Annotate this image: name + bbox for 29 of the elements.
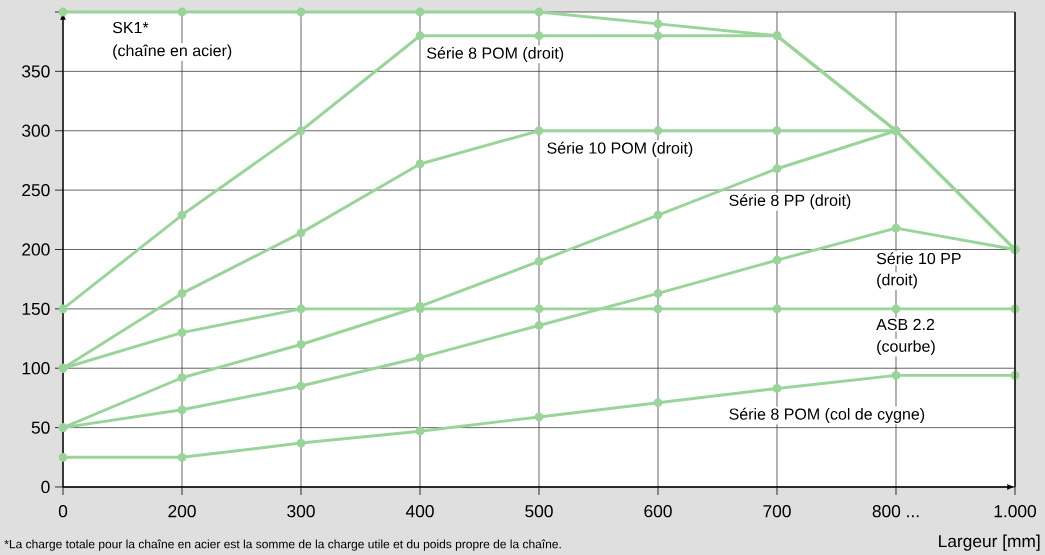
x-tick-label: 300 (287, 505, 315, 518)
annotation: (courbe) (877, 340, 935, 356)
y-tick-label: 0 (41, 480, 50, 494)
x-tick-label: 800 ... (872, 505, 919, 518)
x-tick-label: 0 (58, 505, 68, 518)
y-tick-label: 150 (22, 302, 50, 315)
annotation: Série 10 POM (droit) (547, 141, 693, 157)
y-tick-label: 300 (22, 124, 50, 137)
y-tick-label: 250 (22, 183, 50, 197)
annotation: (droit) (877, 273, 917, 289)
annotation: Série 8 POM (col de cygne) (729, 407, 925, 423)
annotation: Série 10 PP (876, 252, 961, 265)
annotation: Série 8 PP (droit) (729, 194, 851, 210)
x-tick-label: 1.000 (994, 505, 1037, 518)
annotation: (chaîne en acier) (113, 44, 232, 60)
y-tick-label: 50 (31, 421, 50, 434)
annotation: SK1* (112, 21, 149, 34)
x-tick-label: 700 (763, 505, 791, 518)
x-tick-label: 200 (168, 505, 196, 518)
annotation: Série 8 POM (droit) (427, 46, 564, 62)
text: *La charge totale pour la chaîne en acier est la somme de la charge utile et du poids propre de la chaîne. (4, 539, 561, 551)
x-tick-label: 500 (525, 505, 553, 518)
x-tick-label: 400 (405, 505, 434, 518)
y-tick-label: 350 (22, 65, 50, 78)
annotation: ASB 2.2 (876, 318, 935, 331)
y-tick-label: 200 (22, 243, 50, 256)
y-tick-label: 100 (22, 362, 50, 375)
x-axis-title: Largeur [mm] (939, 534, 1040, 551)
x-tick-label: 600 (644, 505, 672, 518)
